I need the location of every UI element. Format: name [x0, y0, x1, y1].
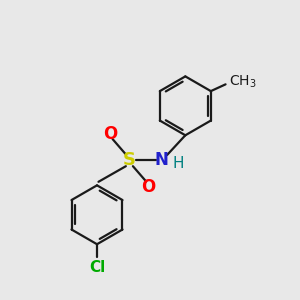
Text: O: O: [141, 178, 156, 196]
Text: Cl: Cl: [89, 260, 105, 275]
Text: H: H: [172, 156, 184, 171]
Text: N: N: [155, 151, 169, 169]
Text: O: O: [103, 125, 117, 143]
Text: CH$_3$: CH$_3$: [230, 73, 257, 90]
Text: S: S: [123, 151, 136, 169]
